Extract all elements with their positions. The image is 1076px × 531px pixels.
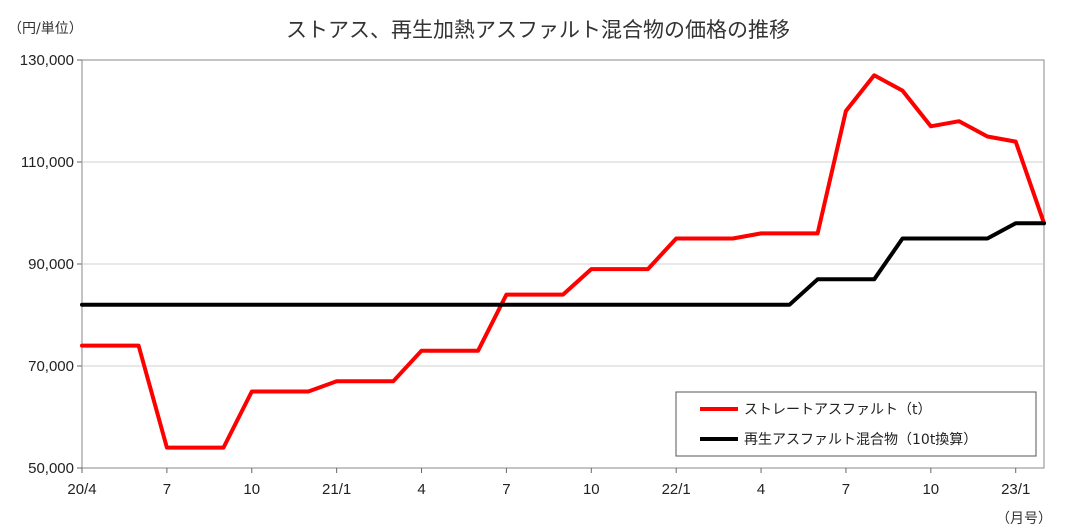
y-tick-label: 90,000 (28, 256, 74, 273)
x-tick-label: 21/1 (322, 481, 351, 498)
x-tick-label: 7 (502, 481, 510, 498)
y-tick-label: 50,000 (28, 460, 74, 477)
series-lines (80, 73, 1046, 450)
x-tick-label: 10 (583, 481, 600, 498)
x-tick-label: 22/1 (662, 481, 691, 498)
series-line-2 (80, 221, 1046, 307)
y-axis-ticks: 50,000 70,000 90,000 110,000 130,000 (20, 52, 82, 477)
grid-lines (82, 161, 1044, 367)
y-axis-unit-label: （円/単位） (8, 21, 83, 37)
x-tick-label: 23/1 (1001, 481, 1030, 498)
series-line-1 (80, 73, 1046, 450)
y-tick-label: 70,000 (28, 358, 74, 375)
legend-label-2: 再生アスファルト混合物（10t換算） (744, 432, 977, 448)
x-tick-label: 10 (922, 481, 939, 498)
x-tick-label: 7 (842, 481, 850, 498)
legend: ストレートアスファルト（t） 再生アスファルト混合物（10t換算） (675, 391, 1037, 457)
x-tick-label: 7 (163, 481, 171, 498)
legend-box (675, 391, 1037, 457)
x-tick-label: 20/4 (67, 481, 96, 498)
x-axis-unit-label: （月号） (996, 511, 1052, 527)
x-tick-label: 4 (417, 481, 425, 498)
x-tick-label: 4 (757, 481, 765, 498)
legend-label-1: ストレートアスファルト（t） (744, 402, 932, 418)
chart-title: ストアス、再生加熱アスファルト混合物の価格の推移 (286, 18, 790, 42)
x-tick-label: 10 (243, 481, 260, 498)
y-tick-label: 130,000 (20, 52, 74, 69)
y-tick-label: 110,000 (21, 154, 74, 171)
x-axis-ticks: 20/4 7 10 21/1 4 7 10 22/1 4 7 10 23/1 (67, 468, 1030, 498)
